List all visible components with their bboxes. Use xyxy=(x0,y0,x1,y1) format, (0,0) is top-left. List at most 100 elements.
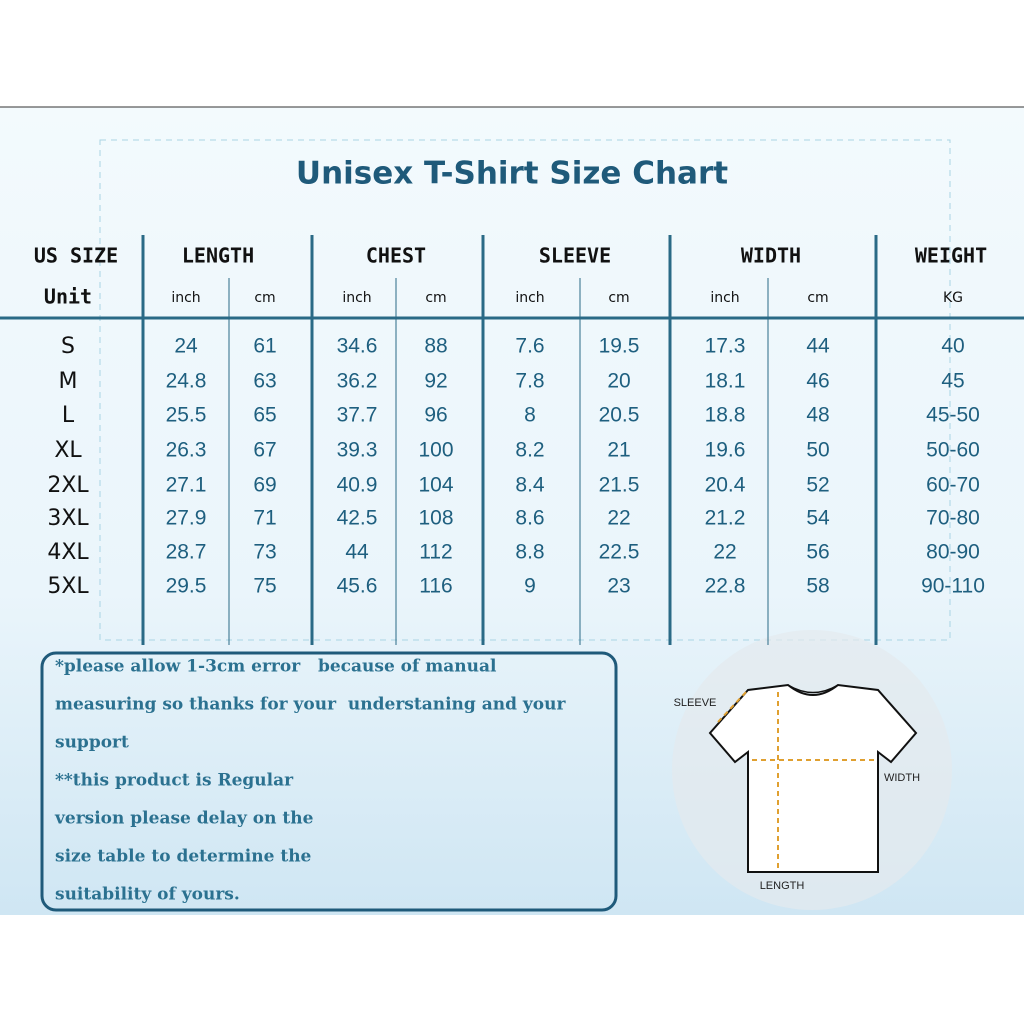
value-cell: 29.5 xyxy=(166,575,207,598)
value-cell: 40 xyxy=(941,335,964,358)
note-line: **this product is Regular xyxy=(55,771,294,791)
value-cell: 20 xyxy=(607,370,630,393)
value-cell: 48 xyxy=(806,404,829,427)
shirt-diagram xyxy=(708,683,918,873)
size-cell: 5XL xyxy=(47,574,89,599)
value-cell: 22 xyxy=(607,507,630,530)
header-cell: WIDTH xyxy=(741,244,801,268)
value-cell: 50 xyxy=(806,439,829,462)
value-cell: 23 xyxy=(607,575,630,598)
value-cell: 22.5 xyxy=(599,541,640,564)
value-cell: 21.5 xyxy=(599,474,640,497)
value-cell: 67 xyxy=(253,439,276,462)
value-cell: 75 xyxy=(253,575,276,598)
value-cell: 18.8 xyxy=(705,404,746,427)
value-cell: 61 xyxy=(253,335,276,358)
unit-cell: Unit xyxy=(44,285,92,309)
value-cell: 69 xyxy=(253,474,276,497)
unit-cell: inch xyxy=(342,290,371,306)
value-cell: 104 xyxy=(418,474,453,497)
unit-cell: inch xyxy=(710,290,739,306)
header-cell: CHEST xyxy=(366,244,426,268)
unit-cell: cm xyxy=(608,290,629,306)
value-cell: 21.2 xyxy=(705,507,746,530)
value-cell: 54 xyxy=(806,507,830,530)
value-cell: 45-50 xyxy=(926,404,980,427)
size-cell: L xyxy=(62,403,75,428)
value-cell: 36.2 xyxy=(337,370,378,393)
value-cell: 42.5 xyxy=(337,507,378,530)
value-cell: 100 xyxy=(418,439,453,462)
value-cell: 17.3 xyxy=(705,335,746,358)
value-cell: 108 xyxy=(418,507,453,530)
note-line: support xyxy=(55,733,129,753)
header-cell: LENGTH xyxy=(182,244,254,268)
unit-cell: cm xyxy=(807,290,828,306)
note-line: size table to determine the xyxy=(55,847,312,867)
value-cell: 18.1 xyxy=(705,370,746,393)
value-cell: 73 xyxy=(253,541,276,564)
value-cell: 37.7 xyxy=(337,404,378,427)
value-cell: 56 xyxy=(806,541,829,564)
value-cell: 20.5 xyxy=(599,404,640,427)
unit-cell: cm xyxy=(425,290,446,306)
unit-cell: inch xyxy=(171,290,200,306)
size-cell: 2XL xyxy=(47,473,89,498)
value-cell: 27.9 xyxy=(166,507,207,530)
value-cell: 80-90 xyxy=(926,541,980,564)
value-cell: 58 xyxy=(806,575,829,598)
width-label: WIDTH xyxy=(884,772,920,784)
note-box xyxy=(40,651,618,912)
value-cell: 96 xyxy=(424,404,447,427)
value-cell: 112 xyxy=(419,541,452,564)
value-cell: 45.6 xyxy=(337,575,378,598)
value-cell: 44 xyxy=(345,541,369,564)
value-cell: 8.6 xyxy=(515,507,544,530)
size-cell: S xyxy=(61,334,75,359)
header-cell: SLEEVE xyxy=(539,244,611,268)
value-cell: 8 xyxy=(524,404,536,427)
value-cell: 46 xyxy=(806,370,829,393)
value-cell: 19.6 xyxy=(705,439,746,462)
value-cell: 19.5 xyxy=(599,335,640,358)
value-cell: 22 xyxy=(713,541,736,564)
value-cell: 28.7 xyxy=(166,541,207,564)
value-cell: 90-110 xyxy=(921,575,985,598)
note-line: suitability of yours. xyxy=(55,885,240,905)
title: Unisex T-Shirt Size Chart xyxy=(296,156,728,192)
value-cell: 7.8 xyxy=(515,370,544,393)
value-cell: 50-60 xyxy=(926,439,980,462)
sub-lines xyxy=(228,278,769,645)
value-cell: 60-70 xyxy=(926,474,980,497)
value-cell: 63 xyxy=(253,370,276,393)
size-cell: XL xyxy=(54,438,82,463)
note-line: measuring so thanks for your understanin… xyxy=(55,695,566,715)
size-cell: 3XL xyxy=(47,506,89,531)
value-cell: 9 xyxy=(524,575,536,598)
size-cell: 4XL xyxy=(47,540,89,565)
value-cell: 71 xyxy=(253,507,276,530)
value-cell: 7.6 xyxy=(515,335,544,358)
unit-cell: cm xyxy=(254,290,275,306)
value-cell: 88 xyxy=(424,335,447,358)
size-cell: M xyxy=(59,369,78,394)
value-cell: 45 xyxy=(941,370,964,393)
note-line: version please delay on the xyxy=(54,809,314,829)
value-cell: 20.4 xyxy=(705,474,746,497)
value-cell: 8.2 xyxy=(515,439,544,462)
unit-cell: KG xyxy=(943,290,963,306)
value-cell: 24.8 xyxy=(166,370,207,393)
unit-cell: inch xyxy=(515,290,544,306)
value-cell: 8.4 xyxy=(515,474,545,497)
header-cell: US SIZE xyxy=(34,244,118,268)
value-cell: 25.5 xyxy=(166,404,207,427)
length-label: LENGTH xyxy=(760,880,805,892)
value-cell: 52 xyxy=(806,474,829,497)
value-cell: 44 xyxy=(806,335,830,358)
table-lines xyxy=(0,235,1024,645)
dashed-frame xyxy=(99,139,951,641)
value-cell: 22.8 xyxy=(705,575,746,598)
value-cell: 116 xyxy=(419,575,452,598)
